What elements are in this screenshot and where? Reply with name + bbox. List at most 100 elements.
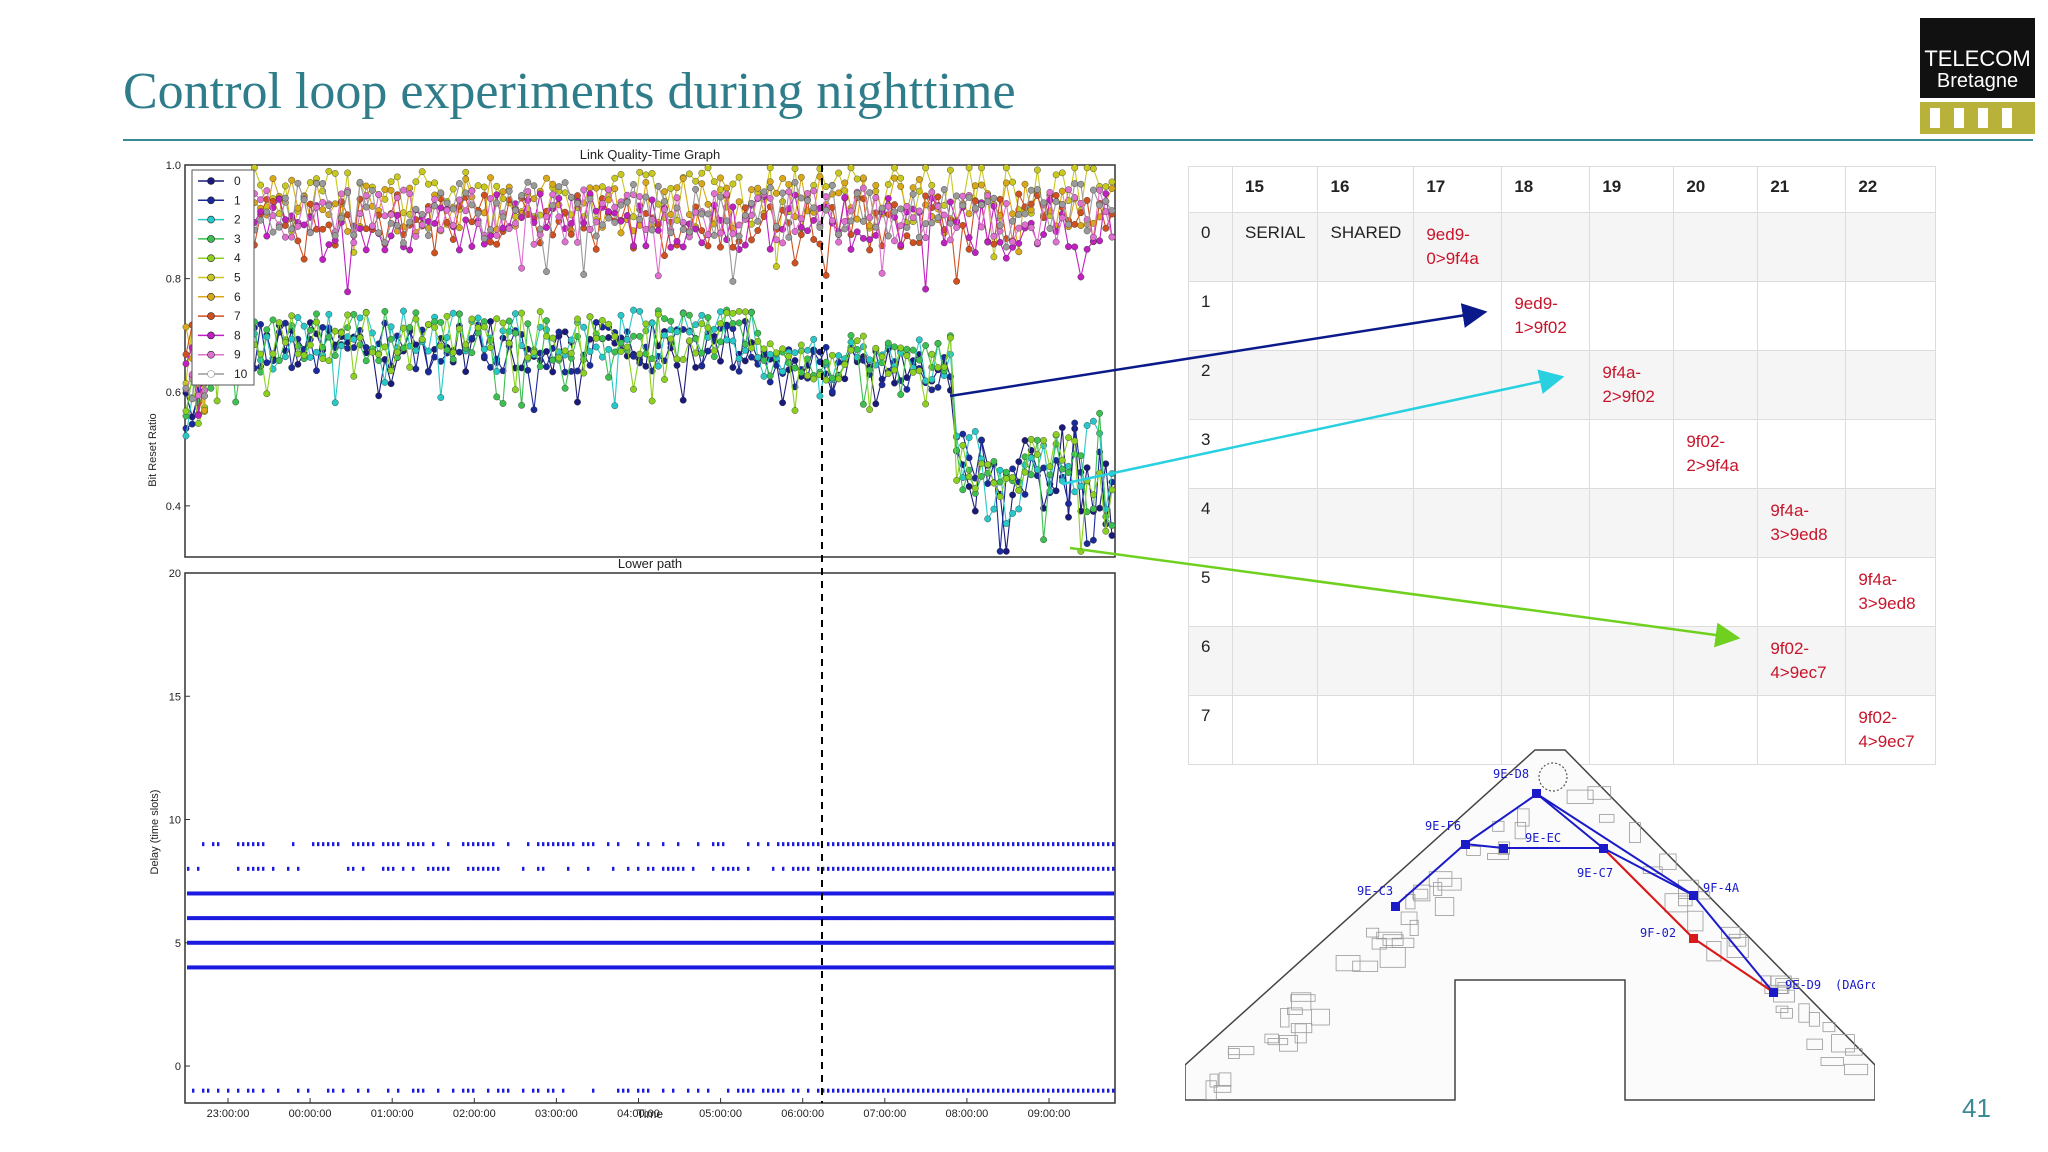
delay-point [692, 866, 695, 871]
floorplan-room [1437, 877, 1462, 891]
delay-point [544, 940, 548, 945]
delay-point [637, 965, 641, 970]
series-point [735, 173, 743, 181]
floorplan-room [1845, 1048, 1863, 1056]
delay-point [832, 891, 836, 896]
series-point [381, 343, 389, 351]
series-point [754, 227, 762, 234]
table-cell [1231, 695, 1319, 765]
delay-point [418, 940, 422, 945]
delay-point [958, 891, 962, 896]
delay-point [792, 866, 795, 871]
legend-label: 9 [234, 348, 241, 362]
series-point [884, 202, 892, 210]
delay-point [1006, 940, 1010, 945]
delay-point [616, 916, 620, 921]
series-point [275, 195, 283, 203]
table-cell [1757, 557, 1847, 627]
series-point [437, 318, 445, 326]
delay-point [496, 916, 500, 921]
delay-point [256, 916, 260, 921]
delay-point [724, 891, 728, 896]
series-point [959, 430, 967, 438]
delay-point [415, 891, 419, 896]
delay-point [652, 891, 656, 896]
delay-point [235, 940, 239, 945]
delay-point [422, 1088, 425, 1093]
delay-point [542, 842, 545, 847]
delay-point [397, 916, 401, 921]
series-point [1058, 456, 1066, 464]
delay-point [598, 940, 602, 945]
delay-point [967, 842, 970, 847]
delay-point [877, 940, 881, 945]
series-point [766, 178, 774, 186]
delay-point [319, 916, 323, 921]
delay-point [1107, 866, 1110, 871]
series-point [860, 184, 867, 192]
delay-point [415, 965, 419, 970]
delay-point [877, 866, 880, 871]
series-point [915, 207, 923, 215]
floorplan-room [1664, 893, 1689, 913]
series-point [835, 375, 842, 383]
delay-point [1036, 940, 1040, 945]
series-point [487, 344, 494, 352]
delay-point [1017, 866, 1020, 871]
series-point [860, 234, 867, 242]
floorplan-room [1413, 884, 1431, 902]
delay-point [1032, 842, 1035, 847]
delay-point [872, 866, 875, 871]
delay-point [882, 1088, 885, 1093]
table-cell [1317, 488, 1415, 558]
delay-point [772, 965, 776, 970]
delay-point [1097, 1088, 1100, 1093]
delay-point [647, 1088, 650, 1093]
delay-point [460, 940, 464, 945]
delay-point [664, 891, 668, 896]
delay-point [928, 916, 932, 921]
series-point [294, 342, 302, 350]
series-point [934, 339, 942, 347]
series-point [319, 206, 327, 214]
delay-point [382, 965, 386, 970]
series-point [1096, 186, 1104, 194]
delay-point [550, 940, 554, 945]
series-point [1071, 180, 1079, 188]
series-point [1015, 505, 1023, 513]
delay-point [722, 842, 725, 847]
delay-point [467, 866, 470, 871]
delay-point [493, 940, 497, 945]
delay-point [946, 940, 950, 945]
series-point [412, 347, 420, 354]
delay-point [928, 891, 932, 896]
bottom-ytick-label: 0 [175, 1061, 181, 1073]
legend-label: 5 [234, 271, 241, 285]
delay-point [397, 940, 401, 945]
delay-point [895, 916, 899, 921]
delay-point [727, 916, 731, 921]
delay-point [763, 916, 767, 921]
series-point [822, 376, 830, 384]
series-point [561, 179, 569, 187]
delay-point [931, 916, 935, 921]
series-point [710, 347, 718, 355]
table-cell: 6 [1188, 626, 1233, 696]
delay-point [766, 916, 770, 921]
bottom-xtick-label: 01:00:00 [371, 1108, 414, 1120]
series-point [1015, 211, 1023, 218]
series-point [1058, 169, 1066, 177]
legend-marker [207, 273, 215, 282]
series-point [872, 400, 880, 408]
series-point [331, 200, 339, 208]
floorplan-room [1775, 1005, 1789, 1014]
series-point [431, 353, 438, 361]
delay-point [1063, 916, 1067, 921]
delay-point [1057, 842, 1060, 847]
delay-point [567, 842, 570, 847]
series-point [1009, 178, 1016, 186]
delay-point [587, 842, 590, 847]
node-9f-02: 9F-02 [1640, 926, 1676, 940]
floorplan-room [1831, 1034, 1855, 1053]
series-point [567, 193, 575, 201]
